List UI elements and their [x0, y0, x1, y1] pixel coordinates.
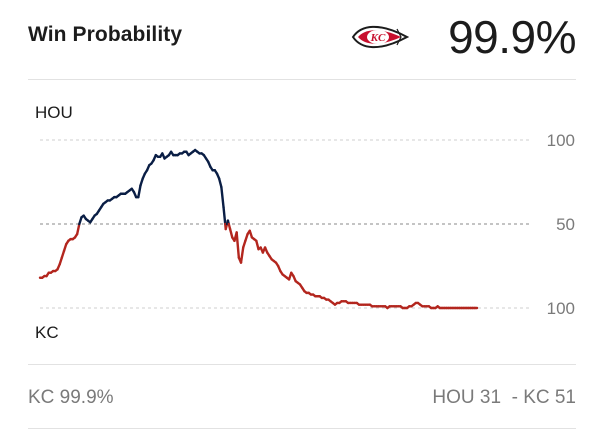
- header-divider: [28, 79, 576, 80]
- footer-score: HOU 31 - KC 51: [432, 387, 576, 408]
- win-prob-line-segment: [222, 205, 227, 226]
- win-prob-line-segment: [220, 185, 225, 209]
- header: Win Probability KC 99.9%: [0, 0, 602, 80]
- chart-bottom-team-label: KC: [35, 323, 59, 342]
- win-prob-line-segment: [137, 184, 142, 199]
- win-prob-line-segment: [239, 246, 245, 264]
- y-tick-label: 100: [547, 299, 575, 318]
- svg-text:KC: KC: [370, 32, 386, 44]
- footer-team-probability: KC 99.9%: [28, 387, 114, 408]
- y-tick-label: 50: [556, 215, 575, 234]
- win-probability-value: 99.9%: [448, 11, 576, 63]
- win-prob-line-segment: [217, 177, 223, 189]
- win-prob-line-segment: [228, 227, 234, 239]
- bottom-divider: [28, 428, 576, 429]
- y-tick-label: 100: [547, 131, 575, 150]
- win-prob-line-segment: [255, 239, 260, 251]
- chart-top-team-label: HOU: [35, 103, 73, 122]
- footer-divider: [28, 364, 576, 365]
- page-title: Win Probability: [28, 23, 183, 46]
- win-prob-line-segment: [235, 231, 241, 259]
- win-probability-chart: 100 50 100 HOU KC: [0, 80, 602, 370]
- chart-svg: 100 50 100: [38, 131, 575, 318]
- kc-chiefs-arrowhead-icon: KC: [351, 25, 409, 49]
- win-prob-line-segment: [75, 222, 81, 236]
